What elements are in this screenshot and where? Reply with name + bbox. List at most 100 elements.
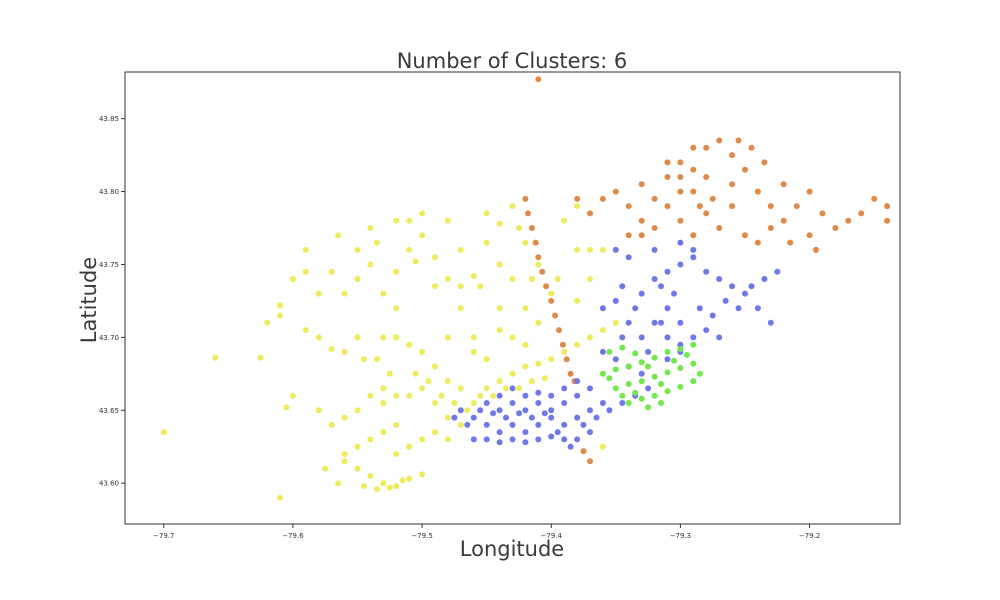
data-point-cluster-1-71 (709, 195, 716, 202)
data-point-cluster-0-2 (257, 354, 264, 361)
data-point-cluster-1-31 (793, 203, 800, 210)
data-point-cluster-0-11 (302, 327, 309, 334)
data-point-cluster-2-84 (619, 283, 626, 290)
data-point-cluster-0-85 (367, 436, 374, 443)
data-point-cluster-0-43 (509, 276, 516, 282)
data-point-cluster-1-20 (651, 195, 658, 202)
data-point-cluster-2-33 (548, 433, 555, 440)
data-point-cluster-0-90 (367, 472, 374, 479)
data-point-cluster-0-42 (509, 203, 516, 210)
data-point-cluster-0-27 (406, 217, 413, 224)
data-point-cluster-2-58 (703, 268, 710, 275)
data-point-cluster-2-63 (767, 319, 774, 326)
data-point-cluster-0-134 (425, 378, 432, 385)
data-point-cluster-2-75 (690, 246, 697, 253)
data-point-cluster-0-106 (490, 392, 497, 399)
data-point-cluster-0-19 (367, 225, 374, 231)
data-point-cluster-0-87 (341, 451, 348, 457)
data-point-cluster-3-25 (645, 404, 652, 411)
data-point-cluster-1-51 (677, 188, 684, 195)
data-point-cluster-0-50 (587, 246, 593, 253)
x-tick-label: −79.2 (799, 532, 820, 540)
data-point-cluster-2-64 (638, 334, 645, 341)
data-point-cluster-0-89 (354, 465, 361, 472)
data-point-cluster-0-67 (444, 414, 451, 421)
data-point-cluster-2-53 (638, 290, 645, 297)
data-point-cluster-0-70 (483, 385, 490, 392)
data-point-cluster-0-118 (302, 246, 309, 253)
data-point-cluster-2-97 (658, 319, 664, 326)
x-tick-label: −79.5 (411, 532, 432, 540)
data-point-cluster-3-30 (683, 351, 690, 358)
data-point-cluster-2-81 (638, 370, 645, 377)
data-point-cluster-1-10 (548, 297, 555, 304)
data-point-cluster-2-98 (457, 407, 464, 414)
data-point-cluster-2-66 (664, 305, 671, 312)
data-point-cluster-1-14 (563, 356, 570, 363)
data-point-cluster-0-81 (599, 443, 606, 450)
data-point-cluster-3-13 (677, 365, 684, 371)
x-axis: −79.7 −79.6 −79.5 −79.4 −79.3 −79.2 (153, 524, 820, 540)
data-point-cluster-0-16 (341, 290, 348, 297)
data-point-cluster-2-27 (470, 436, 477, 443)
data-point-cluster-2-15 (535, 400, 542, 406)
data-point-cluster-0-124 (477, 283, 484, 290)
data-point-cluster-1-70 (696, 203, 703, 210)
plot-frame (124, 71, 901, 525)
data-point-cluster-0-21 (373, 239, 380, 246)
data-point-cluster-1-33 (819, 210, 826, 217)
data-point-cluster-0-31 (432, 283, 438, 290)
data-point-cluster-1-13 (559, 341, 566, 348)
y-axis-label: Latitude (77, 257, 101, 343)
data-point-cluster-0-95 (393, 451, 400, 457)
data-point-cluster-2-62 (754, 305, 761, 312)
data-point-cluster-1-21 (664, 174, 671, 180)
data-point-cluster-0-71 (496, 378, 503, 385)
data-point-cluster-0-56 (393, 334, 400, 341)
data-point-cluster-0-105 (477, 392, 484, 399)
data-point-cluster-2-19 (587, 385, 593, 392)
data-point-cluster-0-140 (361, 483, 367, 490)
data-point-cluster-0-123 (457, 283, 464, 290)
data-point-cluster-0-61 (457, 385, 464, 392)
data-point-cluster-2-30 (509, 436, 516, 443)
data-point-cluster-1-40 (677, 217, 684, 224)
data-point-cluster-2-60 (729, 283, 736, 290)
data-point-cluster-2-88 (709, 312, 716, 319)
y-tick-label: 43.80 (99, 188, 119, 196)
data-point-cluster-1-22 (677, 159, 684, 166)
data-point-cluster-1-66 (735, 137, 742, 144)
data-point-cluster-2-36 (554, 429, 561, 436)
data-point-cluster-3-32 (645, 363, 652, 370)
data-point-cluster-2-39 (516, 410, 522, 417)
data-point-cluster-1-26 (729, 152, 736, 159)
data-point-cluster-0-15 (354, 334, 361, 341)
data-point-cluster-1-50 (664, 203, 671, 210)
data-point-cluster-2-12 (496, 407, 503, 414)
data-point-cluster-3-1 (612, 366, 619, 373)
data-point-cluster-3-7 (690, 341, 697, 348)
data-point-cluster-1-29 (767, 203, 774, 210)
data-point-cluster-3-20 (690, 378, 697, 385)
data-point-cluster-0-37 (470, 334, 477, 341)
data-point-cluster-3-15 (625, 400, 632, 406)
data-point-cluster-0-62 (419, 385, 426, 392)
data-point-cluster-1-17 (612, 188, 619, 195)
data-point-cluster-0-69 (470, 400, 477, 406)
data-point-cluster-0-76 (561, 348, 568, 355)
data-point-cluster-2-91 (748, 283, 755, 290)
data-point-cluster-3-2 (625, 363, 632, 370)
data-point-cluster-0-32 (444, 217, 451, 224)
data-point-cluster-2-24 (548, 392, 555, 399)
data-point-cluster-2-71 (612, 246, 619, 253)
data-point-cluster-2-0 (470, 414, 477, 421)
data-point-cluster-2-89 (722, 297, 729, 304)
data-point-cluster-0-117 (264, 319, 271, 326)
data-point-cluster-0-75 (548, 356, 555, 363)
data-point-cluster-1-25 (716, 137, 723, 144)
data-point-cluster-1-34 (832, 225, 839, 231)
data-point-cluster-3-18 (664, 388, 671, 395)
data-point-cluster-0-30 (432, 254, 438, 261)
data-point-cluster-2-11 (483, 400, 490, 406)
data-point-cluster-1-36 (858, 210, 865, 217)
